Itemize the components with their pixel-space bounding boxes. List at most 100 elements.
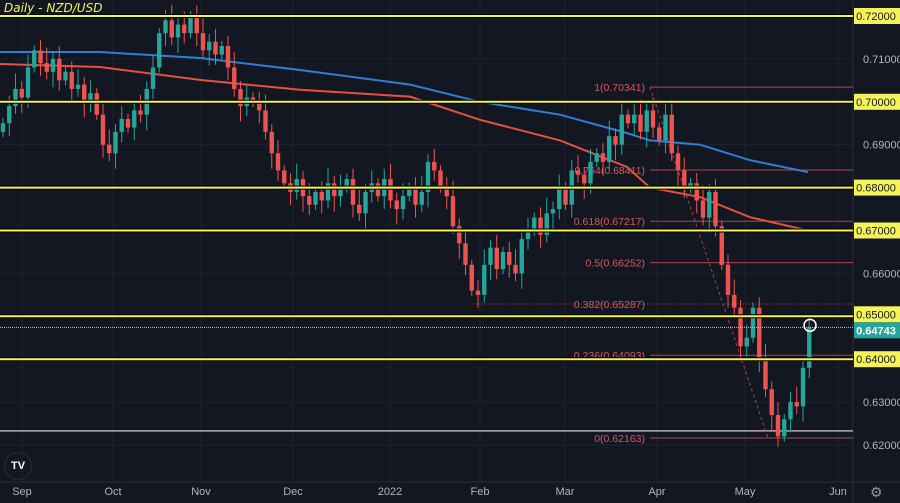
- candle: [0, 123, 6, 132]
- candle: [175, 24, 181, 38]
- level-price-tag: [854, 222, 900, 239]
- candle: [375, 183, 381, 197]
- x-tick-label: Nov: [191, 486, 211, 498]
- fib-level-label: 0(0.62163): [594, 433, 645, 445]
- candle: [563, 187, 568, 205]
- tradingview-logo[interactable]: TV: [4, 452, 32, 480]
- candle: [50, 58, 56, 72]
- candle: [800, 367, 806, 407]
- candle: [25, 67, 31, 98]
- level-price-tag: [854, 306, 900, 323]
- candle: [163, 20, 168, 34]
- candle: [644, 110, 649, 132]
- candle: [413, 187, 418, 205]
- candle: [213, 41, 218, 55]
- candle: [507, 251, 512, 265]
- candle: [707, 191, 712, 218]
- candle: [625, 114, 631, 124]
- candle: [219, 46, 224, 55]
- last-price-tag: [854, 322, 900, 339]
- x-tick-label: Oct: [104, 486, 121, 498]
- candle: [450, 196, 456, 227]
- candle: [94, 93, 99, 115]
- candle: [732, 294, 737, 308]
- level-price-tag: [854, 8, 900, 24]
- y-tick-label: 0.62000: [863, 440, 900, 452]
- candle: [157, 33, 162, 68]
- candle: [600, 153, 606, 162]
- candle: [744, 337, 749, 347]
- candle: [275, 153, 281, 171]
- candle: [513, 264, 518, 274]
- candle: [394, 200, 399, 210]
- candle: [807, 327, 812, 368]
- x-tick-label: Sep: [12, 486, 32, 498]
- candle: [613, 136, 618, 145]
- candle: [544, 213, 549, 235]
- candle: [75, 84, 81, 89]
- candle: [607, 136, 612, 162]
- candle: [113, 131, 118, 154]
- settings-gear-icon[interactable]: ⚙: [870, 484, 883, 500]
- candle: [250, 97, 256, 102]
- candle: [719, 226, 724, 265]
- candle: [57, 58, 62, 81]
- candle: [194, 16, 199, 34]
- candle: [38, 50, 43, 64]
- x-tick-label: May: [735, 486, 756, 498]
- candle: [419, 191, 424, 205]
- candle: [663, 114, 668, 141]
- level-price-label: 0.65000: [856, 309, 896, 321]
- candle: [7, 106, 12, 124]
- candle: [125, 118, 131, 128]
- y-tick-label: 0.69000: [863, 140, 900, 152]
- candle: [69, 71, 74, 89]
- candle: [400, 196, 406, 210]
- candle: [338, 187, 343, 197]
- candle: [750, 307, 756, 338]
- candle: [675, 153, 681, 171]
- candle: [632, 114, 637, 124]
- candle: [713, 191, 718, 227]
- candle: [232, 67, 237, 89]
- last-price-label: 0.64743: [856, 325, 896, 337]
- candle: [619, 114, 624, 145]
- candle: [238, 88, 243, 107]
- candle: [319, 191, 324, 201]
- candle: [344, 179, 349, 188]
- y-tick-label: 0.63000: [863, 397, 900, 409]
- y-tick-label: 0.71000: [863, 54, 900, 66]
- candle: [694, 183, 699, 201]
- candle: [294, 179, 299, 192]
- candle: [688, 183, 693, 188]
- level-price-label: 0.68000: [856, 183, 896, 195]
- candle: [432, 161, 437, 171]
- y-tick-label: 0.66000: [863, 268, 900, 280]
- candle: [525, 230, 531, 240]
- moving-average-blue: [0, 51, 809, 174]
- candle: [594, 153, 599, 162]
- x-tick-label: Jun: [829, 486, 847, 498]
- level-price-label: 0.70000: [856, 97, 896, 109]
- candle: [538, 217, 543, 235]
- x-tick-label: Apr: [648, 486, 665, 498]
- candle: [363, 191, 368, 214]
- candle: [332, 183, 337, 197]
- level-price-tag: [854, 351, 900, 368]
- candle: [794, 402, 799, 407]
- candle: [638, 114, 643, 132]
- candle: [782, 419, 787, 437]
- candle: [457, 226, 462, 244]
- candle: [650, 110, 656, 128]
- candle: [757, 307, 762, 360]
- fib-level-label: 0.382(0.65287): [574, 299, 645, 311]
- candle: [494, 247, 499, 270]
- candle: [269, 131, 274, 154]
- candle: [682, 170, 687, 188]
- candle: [788, 402, 793, 420]
- candle: [100, 114, 106, 145]
- candle: [13, 88, 18, 107]
- x-tick-label: Dec: [283, 486, 303, 498]
- candle: [225, 46, 231, 68]
